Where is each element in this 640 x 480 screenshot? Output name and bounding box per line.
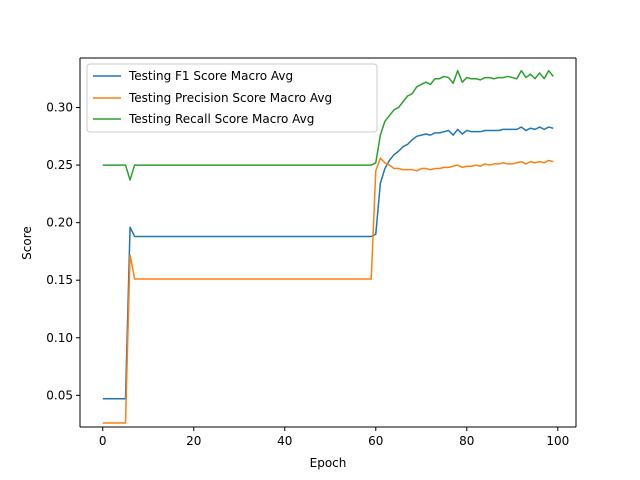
series-line-0 [102, 126, 554, 400]
x-tick-label: 100 [546, 434, 569, 448]
legend-label-precision: Testing Precision Score Macro Avg [128, 91, 332, 105]
y-axis-label: Score [20, 226, 34, 260]
y-tick-label: 0.10 [46, 331, 73, 345]
legend: Testing F1 Score Macro Avg Testing Preci… [86, 63, 378, 133]
y-axis-ticks: 0.05 0.10 0.15 0.20 0.25 0.30 [46, 101, 80, 402]
legend-label-recall: Testing Recall Score Macro Avg [128, 112, 314, 126]
x-axis-label: Epoch [310, 456, 347, 470]
x-tick-label: 60 [368, 434, 383, 448]
series-line-2 [102, 69, 554, 181]
y-tick-label: 0.20 [46, 216, 73, 230]
legend-box [86, 63, 378, 133]
plot-frame [79, 57, 577, 428]
series-line-1 [102, 157, 554, 424]
y-tick-label: 0.05 [46, 388, 73, 402]
series-layer [102, 69, 554, 424]
x-tick-label: 0 [99, 434, 107, 448]
y-tick-label: 0.25 [46, 158, 73, 172]
legend-label-f1: Testing F1 Score Macro Avg [128, 69, 293, 83]
x-axis-ticks: 0 20 40 60 80 100 [99, 427, 569, 448]
x-tick-label: 40 [277, 434, 292, 448]
x-tick-label: 20 [186, 434, 201, 448]
x-tick-label: 80 [459, 434, 474, 448]
y-tick-label: 0.15 [46, 273, 73, 287]
y-tick-label: 0.30 [46, 101, 73, 115]
